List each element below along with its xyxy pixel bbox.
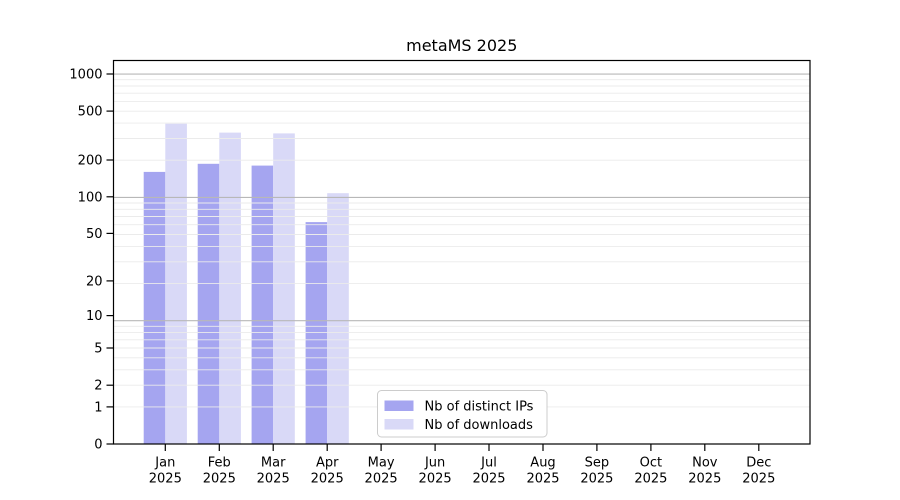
y-tick-label-100: 100 [78, 190, 103, 205]
plot-border [112, 59, 811, 445]
y-tick-label-1000: 1000 [69, 68, 102, 83]
x-tick-label-year-oct: 2025 [634, 472, 667, 487]
y-tick-label-1: 1 [94, 400, 102, 415]
x-tick-label-month-aug: Aug [530, 456, 555, 471]
x-tick-label-month-nov: Nov [692, 456, 718, 471]
bar-distinct-ips-jan [143, 171, 166, 444]
y-tick-label-10: 10 [86, 309, 103, 324]
y-tick-label-20: 20 [86, 274, 103, 289]
bars-group [143, 123, 349, 445]
bar-distinct-ips-mar [251, 165, 274, 444]
legend-box [377, 390, 548, 438]
y-tick-label-50: 50 [86, 227, 103, 242]
x-tick-label-year-aug: 2025 [526, 472, 559, 487]
x-tick-label-year-jul: 2025 [472, 472, 505, 487]
x-tick-label-year-apr: 2025 [311, 472, 344, 487]
x-tick-label-year-mar: 2025 [257, 472, 290, 487]
x-tick-label-year-may: 2025 [365, 472, 398, 487]
y-tick-label-0: 0 [94, 438, 102, 453]
x-tick-label-month-feb: Feb [208, 456, 231, 471]
x-tick-label-month-apr: Apr [316, 456, 339, 471]
gridlines-group [113, 73, 810, 408]
bar-distinct-ips-feb [197, 163, 220, 445]
x-tick-label-month-mar: Mar [261, 456, 286, 471]
legend-label-distinct-ips: Nb of distinct IPs [425, 400, 534, 415]
chart-title: metaMS 2025 [406, 36, 517, 55]
y-tick-label-500: 500 [78, 105, 103, 120]
y-tick-label-200: 200 [78, 154, 103, 169]
bar-downloads-feb [219, 132, 241, 444]
legend: Nb of distinct IPs Nb of downloads [377, 390, 548, 438]
x-tick-label-year-nov: 2025 [688, 472, 721, 487]
x-axis-ticks: Jan2025Feb2025Mar2025Apr2025May2025Jun20… [149, 444, 775, 487]
x-tick-label-month-jun: Jun [424, 456, 445, 471]
legend-label-downloads: Nb of downloads [425, 418, 534, 433]
x-tick-label-month-may: May [368, 456, 395, 471]
x-tick-label-year-sep: 2025 [580, 472, 613, 487]
x-tick-label-month-oct: Oct [640, 456, 662, 471]
x-tick-label-month-jan: Jan [154, 456, 175, 471]
x-tick-label-month-jul: Jul [480, 456, 497, 471]
x-tick-label-year-dec: 2025 [742, 472, 775, 487]
y-axis-ticks: 0 1 2 5 10 20 50 100 200 500 1000 [69, 68, 114, 453]
bar-downloads-mar [273, 133, 295, 444]
x-tick-label-year-jan: 2025 [149, 472, 182, 487]
y-tick-label-2: 2 [94, 379, 102, 394]
x-tick-label-month-sep: Sep [585, 456, 610, 471]
x-tick-label-year-feb: 2025 [203, 472, 236, 487]
y-tick-label-5: 5 [94, 342, 102, 357]
x-tick-label-year-jun: 2025 [419, 472, 452, 487]
legend-swatch-distinct-ips [384, 400, 414, 411]
bar-downloads-apr [327, 193, 349, 444]
x-tick-label-month-dec: Dec [746, 456, 771, 471]
legend-swatch-downloads [384, 419, 414, 430]
